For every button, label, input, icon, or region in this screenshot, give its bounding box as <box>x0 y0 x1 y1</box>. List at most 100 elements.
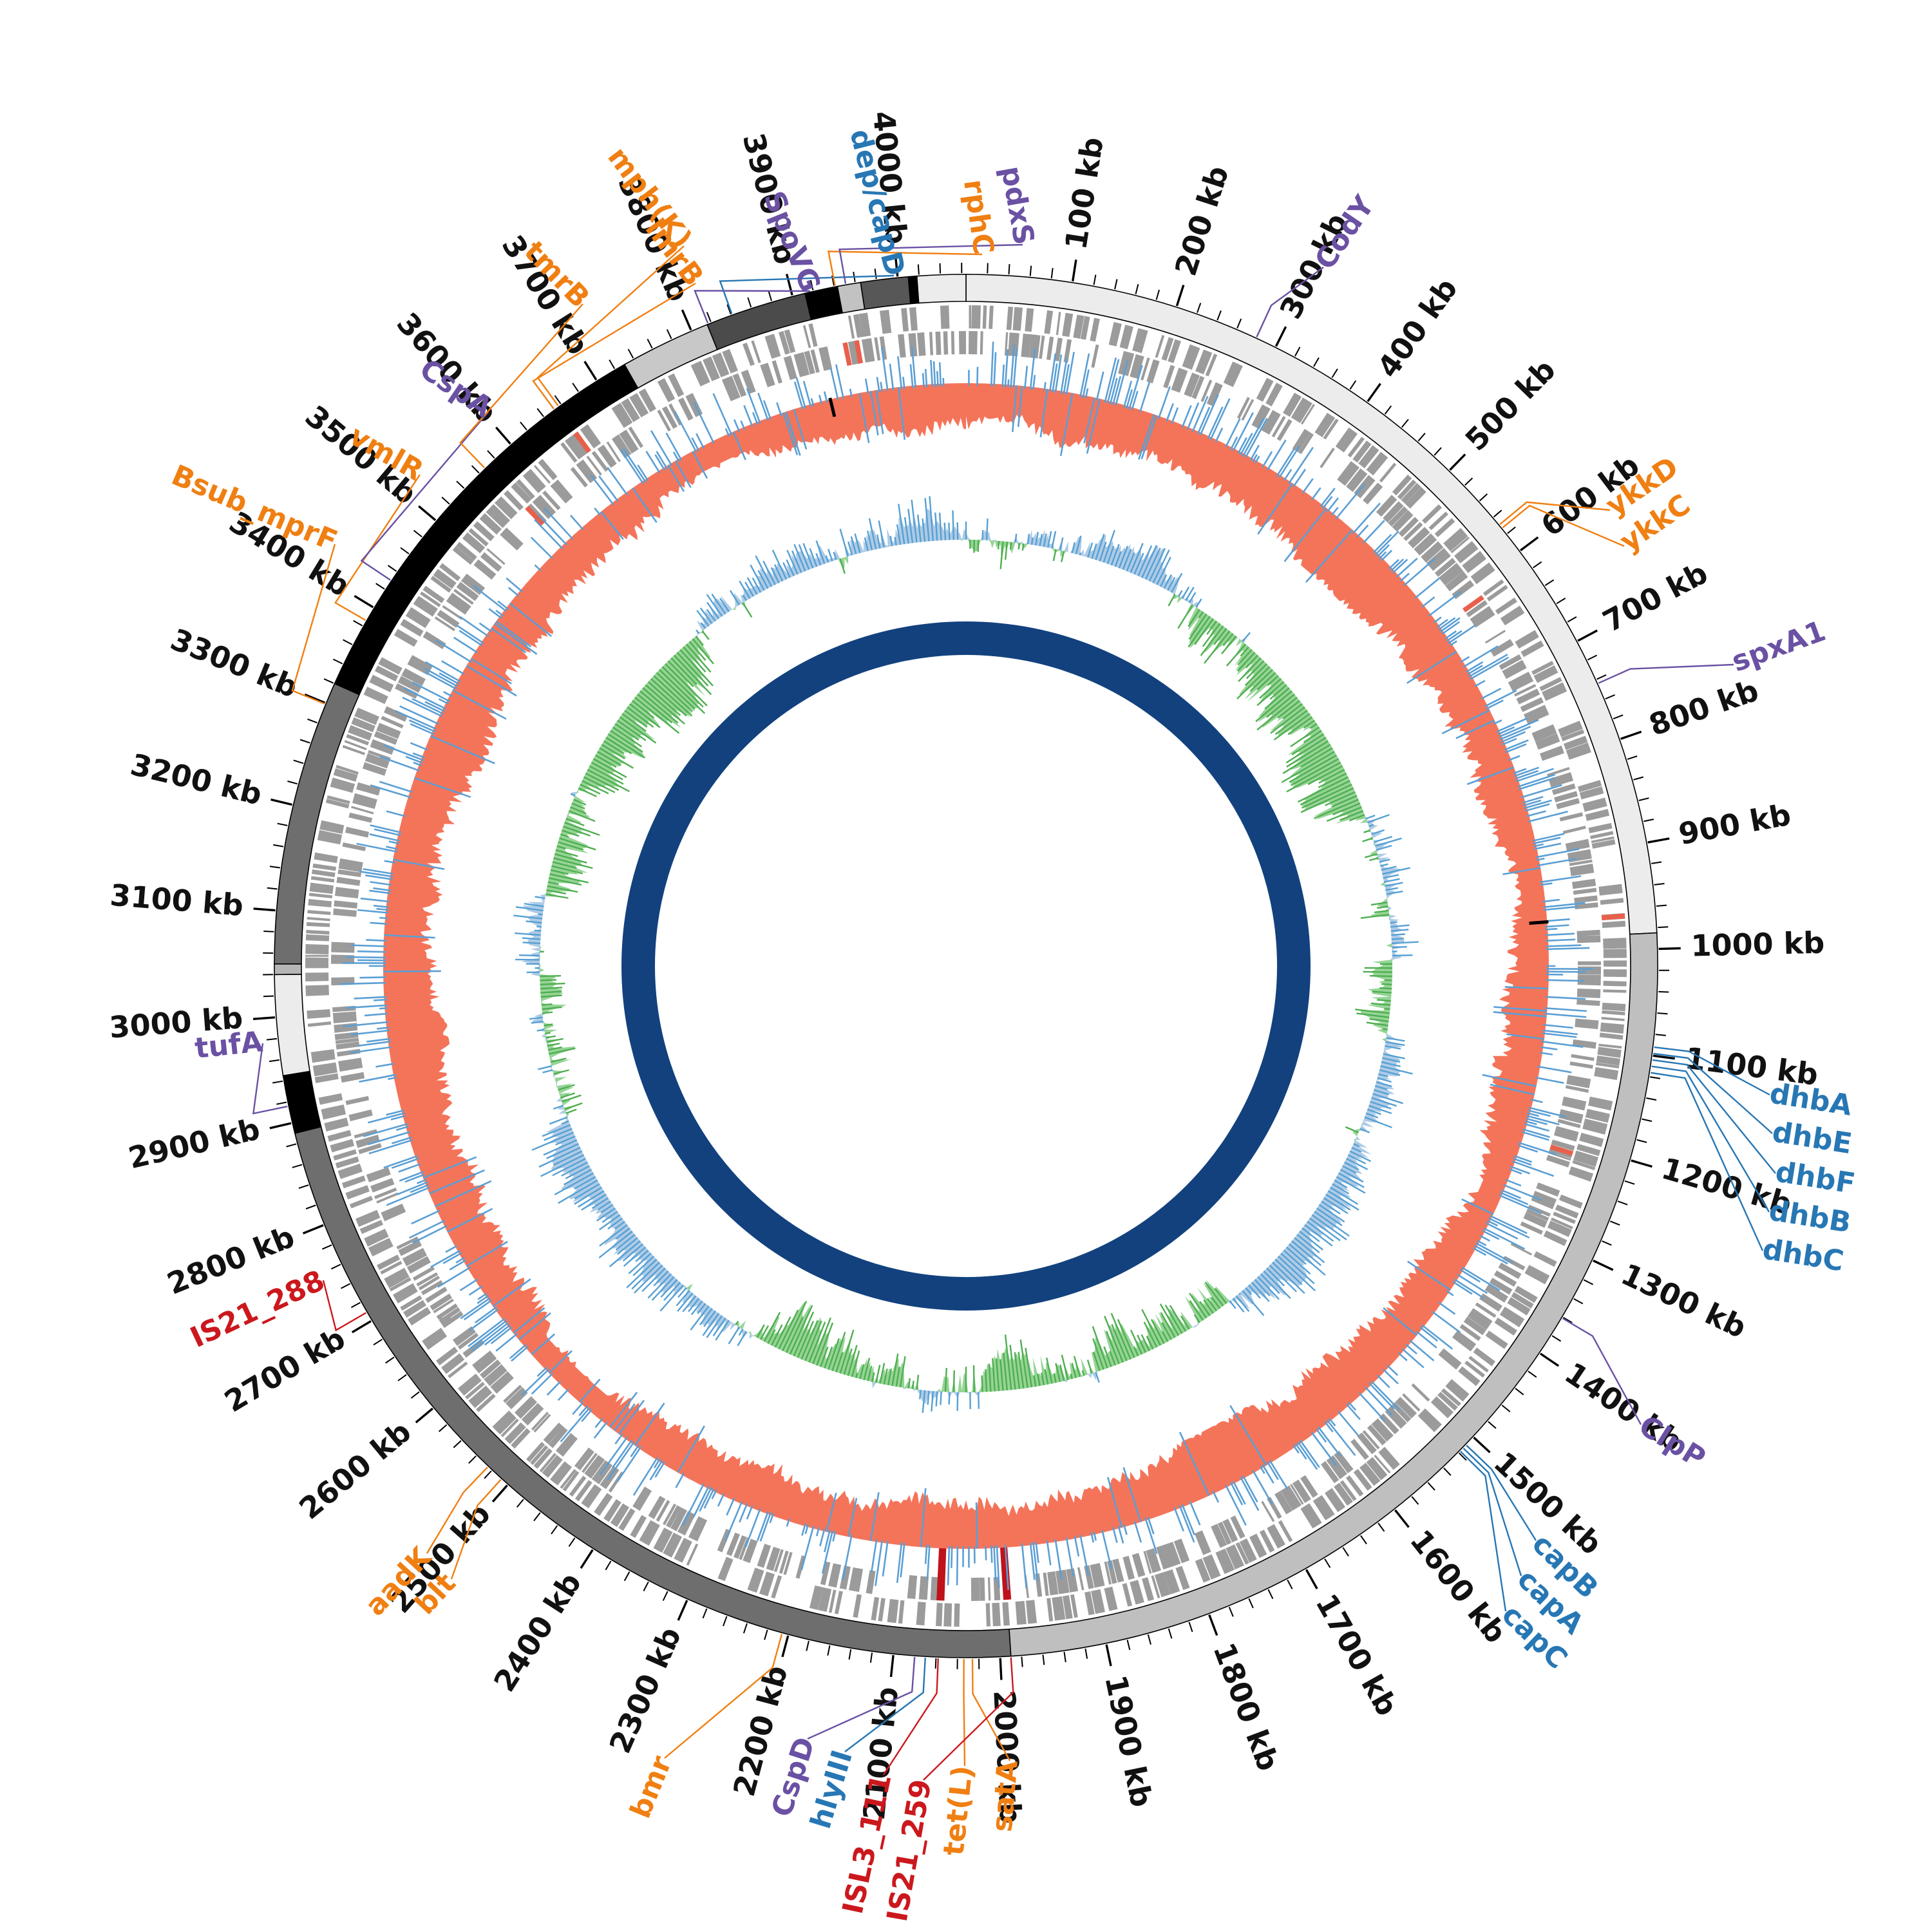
gene-label-leader <box>450 1479 502 1580</box>
contig-segment <box>860 276 911 310</box>
coral-coverage-track <box>339 341 1593 1590</box>
tick-label: 900 kb <box>1676 797 1793 852</box>
contig-segment <box>706 292 812 350</box>
gene-mark-colored <box>1601 913 1625 920</box>
contig-segment <box>804 285 844 321</box>
green-track-green-spikes <box>540 539 1393 1392</box>
coral-blue-spikes <box>339 341 1593 1590</box>
tick-label: 500 kb <box>1458 352 1562 457</box>
gene-mark-colored <box>1463 595 1484 612</box>
gene-label-leader <box>1256 267 1324 337</box>
gene-mark-colored <box>525 506 545 526</box>
gene-label-leader <box>1502 504 1625 547</box>
gene-label-leader <box>827 251 983 286</box>
tick-label: 2400 kb <box>487 1566 588 1698</box>
minor-ticks <box>263 262 1670 1669</box>
tick-label: 400 kb <box>1370 272 1464 384</box>
tick-label: 2600 kb <box>292 1414 417 1526</box>
gene-label-leader <box>1653 1052 1773 1134</box>
gene-label-leader <box>1463 1448 1522 1577</box>
gene-label-leader <box>1499 501 1611 526</box>
gene-mark-colored <box>842 342 852 366</box>
gene-label-leader <box>807 1656 916 1740</box>
gene-label: tet(L) <box>938 1764 980 1857</box>
gene-label-leader <box>334 474 421 621</box>
gene-label: spxA1 <box>1727 614 1830 678</box>
gene-row-inner <box>331 331 1602 1601</box>
tick-label: 200 kb <box>1168 162 1236 280</box>
contig-segment <box>274 963 302 976</box>
contig-ring <box>274 274 1658 1658</box>
contig-segment <box>274 683 360 965</box>
gene-label-leader <box>459 303 583 469</box>
tick-label: 2300 kb <box>602 1622 688 1758</box>
gene-label-leader <box>291 544 336 705</box>
gene-label-leader <box>923 1657 1014 1781</box>
coral-black-marks <box>828 397 1549 925</box>
green-track-blue-spikes <box>513 496 1419 1414</box>
tick-label: 800 kb <box>1645 673 1763 743</box>
green-skew-track <box>513 496 1419 1414</box>
gene-label-leader <box>694 290 811 323</box>
tick-label: 2900 kb <box>125 1112 263 1176</box>
tick-label: 100 kb <box>1058 135 1110 252</box>
tick-label: 1000 kb <box>1690 925 1825 963</box>
gene-label: satA <box>985 1759 1024 1833</box>
gene-label: dhbB <box>1766 1194 1853 1239</box>
contig-segment <box>916 274 967 304</box>
tick-ring <box>252 254 1681 1680</box>
gene-label-leader <box>1562 1318 1642 1425</box>
navy-ring <box>621 621 1311 1311</box>
gene-label-leader <box>360 412 489 581</box>
gene-label-leader <box>1460 1450 1507 1612</box>
gene-mark-colored <box>573 431 591 453</box>
green-track-negative-area <box>540 540 1392 1392</box>
contig-segment <box>837 281 866 314</box>
tick-label: 3100 kb <box>109 878 245 923</box>
gene-mark-colored <box>1549 1144 1574 1156</box>
gene-mark-colored <box>936 1544 947 1601</box>
tick-label: 1700 kb <box>1309 1588 1405 1721</box>
gene-label-leader <box>971 1658 1011 1761</box>
gene-row-outer <box>305 305 1627 1627</box>
gene-label-leader <box>536 245 685 406</box>
gene-label: dhbE <box>1770 1115 1854 1160</box>
inner-navy-ring <box>621 621 1311 1311</box>
gene-label-leader <box>1651 1065 1770 1213</box>
gene-label-leaders <box>252 243 1776 1781</box>
gene-label-leader <box>322 1280 367 1332</box>
gene-annotation-ring <box>305 305 1627 1627</box>
gene-label-leader <box>426 1466 488 1554</box>
tick-label: 700 kb <box>1597 555 1713 639</box>
gene-label-leader <box>1652 1059 1776 1174</box>
gene-label-leader <box>882 1658 939 1776</box>
gene-label: rphC <box>957 177 1000 256</box>
gene-label-leader <box>838 243 1023 284</box>
tick-label: 3300 kb <box>166 621 303 705</box>
gene-label: dhbC <box>1760 1233 1846 1278</box>
major-ticks <box>252 254 1681 1680</box>
gene-mark-colored <box>999 1542 1012 1600</box>
gene-label-leader <box>664 1633 783 1759</box>
contig-segment <box>274 973 311 1077</box>
gene-label-leader <box>844 1658 926 1752</box>
tick-label: 1900 kb <box>1098 1672 1159 1810</box>
tick-label: 3200 kb <box>128 747 265 812</box>
tick-label: 1600 kb <box>1403 1523 1513 1649</box>
gene-label-leader <box>1651 1072 1764 1251</box>
gene-label: bmr <box>624 1751 679 1823</box>
tick-label: 1300 kb <box>1616 1256 1752 1345</box>
gene-label: pdxS <box>994 164 1041 247</box>
tick-label: 1800 kb <box>1206 1638 1286 1776</box>
gene-label-leader <box>963 1658 966 1766</box>
gene-label: tufA <box>193 1025 264 1065</box>
gene-label-leader <box>532 282 696 410</box>
gene-label-leader <box>719 274 895 314</box>
gene-label: dhbA <box>1767 1077 1854 1122</box>
gene-label-leader <box>1654 1046 1770 1096</box>
gene-label-leader <box>1598 663 1734 684</box>
gene-label-leader <box>1466 1444 1537 1541</box>
gene-label-leader <box>252 1043 288 1115</box>
